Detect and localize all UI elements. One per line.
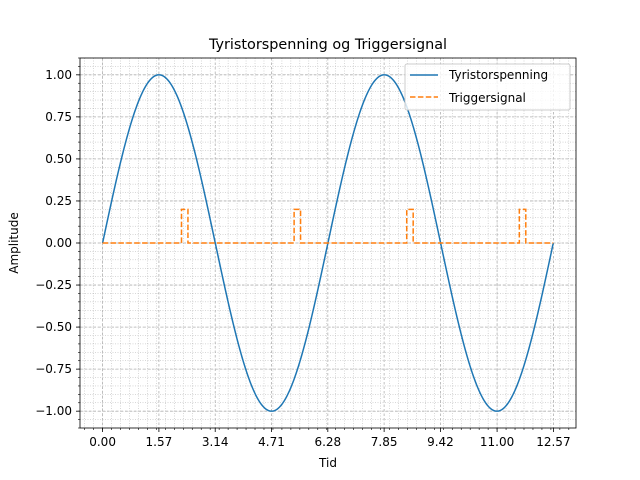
legend: Tyristorspenning Triggersignal bbox=[404, 63, 571, 111]
x-tick-label: 1.57 bbox=[146, 435, 173, 449]
series-line-triggersignal bbox=[102, 208, 554, 244]
x-tick-label: 12.57 bbox=[536, 435, 570, 449]
y-tick-label: 1.00 bbox=[45, 68, 72, 82]
chart-title: Tyristorspenning og Triggersignal bbox=[208, 37, 447, 53]
y-tick-label: −1.00 bbox=[35, 404, 72, 418]
x-tick-label: 3.14 bbox=[202, 435, 229, 449]
plot-lines bbox=[101, 74, 554, 412]
y-tick-label: −0.50 bbox=[35, 320, 72, 334]
y-tick-label: −0.75 bbox=[35, 362, 72, 376]
y-tick-label: 0.00 bbox=[45, 236, 72, 250]
x-tick-label: 7.85 bbox=[371, 435, 398, 449]
x-tick-label: 6.28 bbox=[314, 435, 341, 449]
x-axis-label: Tid bbox=[318, 456, 337, 470]
x-tick-label: 0.00 bbox=[89, 435, 116, 449]
y-tick-label: −0.25 bbox=[35, 278, 72, 292]
x-tick-label: 4.71 bbox=[258, 435, 285, 449]
y-tick-label: 0.50 bbox=[45, 152, 72, 166]
y-axis-label: Amplitude bbox=[7, 212, 21, 274]
legend-label-tyristorspenning: Tyristorspenning bbox=[448, 68, 548, 82]
legend-label-triggersignal: Triggersignal bbox=[448, 91, 526, 105]
y-tick-label: 0.75 bbox=[45, 110, 72, 124]
x-tick-label: 11.00 bbox=[480, 435, 514, 449]
y-tick-label: 0.25 bbox=[45, 194, 72, 208]
x-tick-label: 9.42 bbox=[427, 435, 454, 449]
legend-box bbox=[404, 63, 571, 111]
axis-ticks: 0.00 1.57 3.14 4.71 6.28 7.85 9.42 11.00 12.57 −1… bbox=[35, 57, 571, 449]
